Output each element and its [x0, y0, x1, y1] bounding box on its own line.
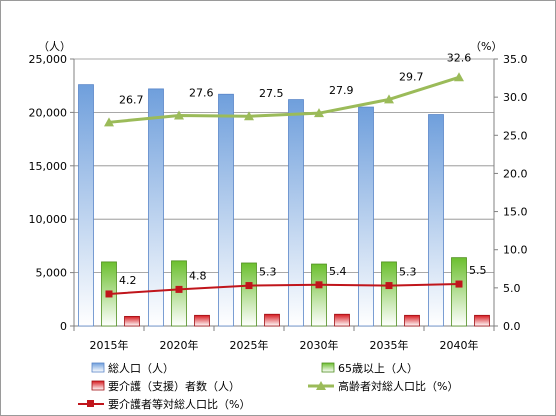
y-right-tick-label: 20.0 [503, 167, 528, 180]
legend-marker-elderly-ratio [316, 381, 326, 390]
legend-item-elderly: 65歳以上（人） [321, 362, 418, 375]
y-right-tick-label: 25.0 [503, 129, 528, 142]
bar-total-pop [78, 84, 94, 327]
bar-total-pop [428, 114, 444, 327]
bar-total-pop [148, 88, 164, 327]
legend-swatch-care [91, 380, 105, 391]
bar-total-pop [218, 93, 234, 327]
legend-marker-care-ratio [87, 400, 94, 407]
legend-item-care: 要介護（支援）者数（人） [91, 379, 240, 393]
legend-item-care-ratio: 要介護者等対総人口比（%） [78, 397, 250, 411]
data-label-elderly-ratio: 32.6 [447, 51, 472, 64]
legend-label-elderly: 65歳以上（人） [338, 362, 418, 375]
x-tick-label: 2030年 [300, 338, 339, 352]
bar-care [264, 313, 280, 327]
bar-care [194, 314, 210, 327]
x-tick-label: 2040年 [440, 338, 479, 352]
data-label-elderly-ratio: 27.9 [329, 84, 354, 97]
y-right-tick-label: 15.0 [503, 206, 528, 219]
data-label-care-ratio: 4.8 [189, 269, 207, 282]
marker-care-ratio [385, 282, 393, 290]
bar-care [474, 314, 490, 327]
marker-elderly-ratio [384, 94, 394, 104]
x-tick-label: 2025年 [230, 338, 269, 352]
bar-care [334, 313, 350, 327]
y-left-tick-label: 25,000 [29, 53, 68, 66]
legend-swatch-total-pop [91, 362, 105, 373]
bar-elderly [311, 263, 327, 327]
marker-elderly-ratio [314, 108, 324, 118]
data-label-care-ratio: 4.2 [119, 274, 137, 287]
y-right-tick-label: 5.0 [503, 282, 521, 295]
legend-item-elderly-ratio: 高齢者対総人口比（%） [308, 379, 458, 393]
y-left-unit-label: （人） [38, 40, 71, 53]
y-left-tick-label: 10,000 [29, 213, 68, 226]
data-label-elderly-ratio: 27.6 [189, 86, 214, 99]
bar-total-pop [288, 99, 304, 327]
x-tick-label: 2035年 [370, 338, 409, 352]
y-right-unit-label: （%） [470, 40, 502, 53]
marker-care-ratio [245, 282, 253, 290]
legend-item-total-pop: 総人口（人） [91, 361, 174, 375]
legend-swatch-elderly [321, 362, 335, 373]
y-right-tick-label: 35.0 [503, 53, 528, 66]
bar-elderly [241, 262, 257, 327]
bar-care [404, 314, 420, 327]
marker-elderly-ratio [104, 117, 114, 127]
data-label-care-ratio: 5.5 [469, 264, 487, 277]
marker-elderly-ratio [244, 111, 254, 121]
y-right-tick-label: 30.0 [503, 91, 528, 104]
bar-care [124, 315, 140, 327]
line-elderly-ratio [108, 75, 460, 124]
bar-elderly [451, 257, 467, 327]
legend-label-total-pop: 総人口（人） [108, 361, 174, 375]
bar-elderly [381, 261, 397, 327]
data-label-elderly-ratio: 29.7 [399, 70, 424, 83]
marker-elderly-ratio [174, 110, 184, 120]
data-label-elderly-ratio: 27.5 [259, 87, 284, 100]
y-left-tick-label: 5,000 [36, 267, 68, 280]
legend-label-elderly-ratio: 高齢者対総人口比（%） [338, 379, 458, 393]
data-label-care-ratio: 5.3 [399, 266, 417, 279]
y-right-tick-label: 10.0 [503, 244, 528, 257]
legend: 総人口（人） 65歳以上（人） 要介護（支援）者数（人） 高齢者対総人口比（%）… [78, 361, 458, 411]
y-left-tick-label: 20,000 [29, 106, 68, 119]
marker-care-ratio [315, 281, 323, 289]
bar-total-pop [358, 106, 374, 327]
data-label-care-ratio: 5.4 [329, 265, 347, 278]
marker-elderly-ratio [454, 72, 464, 82]
data-label-elderly-ratio: 26.7 [119, 93, 144, 106]
marker-care-ratio [175, 285, 183, 293]
bar-elderly [171, 260, 187, 327]
y-left-tick-label: 15,000 [29, 160, 68, 173]
marker-care-ratio [455, 280, 463, 288]
x-tick-label: 2020年 [160, 338, 199, 352]
legend-label-care-ratio: 要介護者等対総人口比（%） [108, 397, 250, 411]
y-left-tick-label: 0 [60, 320, 67, 333]
marker-care-ratio [105, 290, 113, 298]
y-right-tick-label: 0.0 [503, 320, 521, 333]
x-tick-label: 2015年 [90, 338, 129, 352]
line-care-ratio [108, 283, 460, 295]
legend-label-care: 要介護（支援）者数（人） [108, 379, 240, 393]
data-label-care-ratio: 5.3 [259, 266, 277, 279]
